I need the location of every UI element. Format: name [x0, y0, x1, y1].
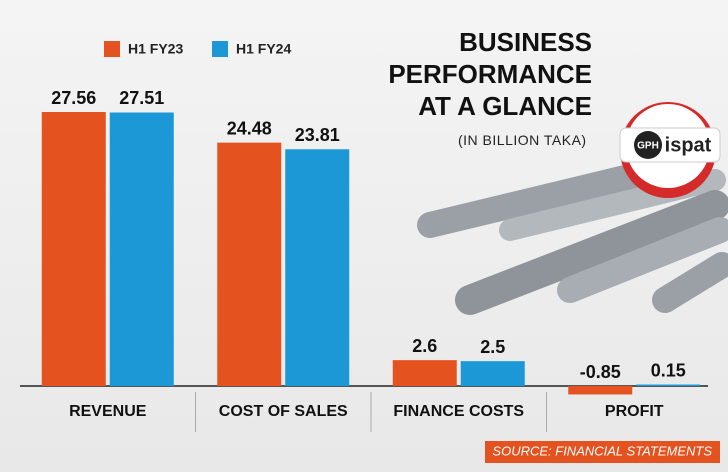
data-label: -0.85: [580, 362, 621, 382]
logo-right: ispat: [665, 134, 712, 156]
legend-swatch: [104, 41, 120, 57]
source: SOURCE: FINANCIAL STATEMENTS: [492, 443, 712, 458]
x-tick-label: REVENUE: [69, 403, 147, 420]
data-label: 0.15: [651, 360, 686, 380]
legend-label: H1 FY24: [236, 41, 291, 57]
logo: GPH ispat: [619, 102, 721, 198]
chart-subtitle: (IN BILLION TAKA): [458, 132, 587, 148]
source-band: [485, 441, 720, 463]
bar: [217, 142, 282, 386]
bar: [460, 361, 525, 386]
data-label: 24.48: [227, 118, 272, 138]
bar: [109, 112, 174, 386]
data-label: 2.5: [480, 337, 505, 357]
data-label: 2.6: [412, 336, 437, 356]
legend-label: H1 FY23: [128, 41, 183, 57]
chart-title: BUSINESS PERFORMANCE AT A GLANCE: [388, 27, 592, 121]
x-tick-label: FINANCE COSTS: [393, 403, 524, 420]
data-label: 27.56: [51, 88, 96, 108]
legend-swatch: [212, 41, 228, 57]
x-tick-label: COST OF SALES: [219, 403, 348, 420]
data-label: 23.81: [295, 125, 340, 145]
bar: [568, 386, 633, 395]
x-tick-label: PROFIT: [605, 403, 664, 420]
bar: [285, 149, 350, 386]
bar: [41, 112, 106, 386]
logo-left: GPH: [637, 141, 659, 152]
data-label: 27.51: [119, 88, 164, 108]
bar: [636, 384, 701, 386]
bar: [392, 360, 457, 386]
